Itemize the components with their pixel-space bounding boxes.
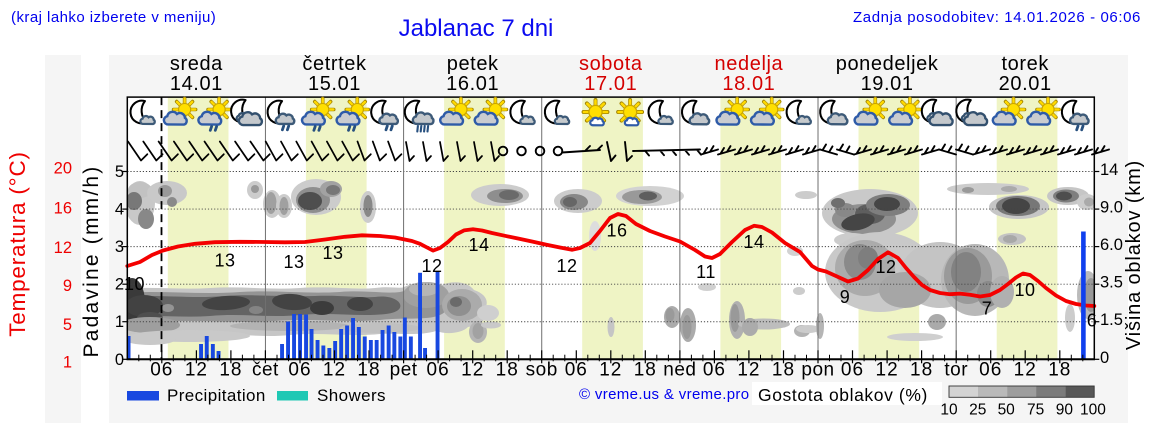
svg-text:sob: sob [526, 360, 558, 381]
svg-text:(kraj lahko izberete v meniju): (kraj lahko izberete v meniju) [11, 9, 216, 26]
svg-text:ponedeljek: ponedeljek [836, 53, 939, 75]
svg-text:06: 06 [979, 360, 1002, 381]
svg-text:16.01: 16.01 [446, 73, 499, 95]
svg-text:pon: pon [801, 360, 834, 381]
svg-text:9: 9 [63, 277, 72, 295]
svg-text:12: 12 [556, 256, 577, 276]
svg-text:15.01: 15.01 [308, 73, 361, 95]
svg-text:3.5: 3.5 [1100, 274, 1123, 292]
svg-text:12: 12 [876, 360, 899, 381]
svg-text:50: 50 [998, 402, 1016, 419]
svg-text:10: 10 [124, 274, 145, 294]
svg-text:četrtek: četrtek [302, 53, 367, 75]
svg-text:18: 18 [357, 360, 380, 381]
svg-text:20.01: 20.01 [999, 73, 1052, 95]
svg-text:nedelja: nedelja [715, 53, 784, 75]
svg-text:12: 12 [185, 360, 208, 381]
svg-text:2: 2 [115, 276, 124, 294]
svg-text:12: 12 [461, 360, 484, 381]
svg-text:16: 16 [606, 221, 627, 241]
svg-text:tor: tor [944, 360, 968, 381]
svg-text:Temperatura (°C): Temperatura (°C) [5, 151, 30, 337]
svg-text:Zadnja posodobitev: 14.01.2026: Zadnja posodobitev: 14.01.2026 - 06:06 [853, 9, 1141, 26]
svg-text:1: 1 [115, 313, 124, 331]
svg-text:25: 25 [969, 402, 986, 419]
svg-text:ned: ned [663, 360, 696, 381]
svg-text:06: 06 [288, 360, 311, 381]
svg-text:sreda: sreda [170, 53, 223, 75]
svg-text:Precipitation: Precipitation [167, 386, 266, 405]
svg-text:5: 5 [63, 316, 72, 334]
svg-text:7: 7 [982, 299, 993, 319]
svg-text:0: 0 [115, 351, 124, 369]
svg-text:Showers: Showers [317, 386, 386, 405]
svg-text:12: 12 [421, 256, 442, 276]
svg-text:6: 6 [1087, 311, 1098, 331]
svg-text:12: 12 [737, 360, 760, 381]
svg-text:4: 4 [115, 201, 124, 219]
svg-text:10: 10 [1014, 280, 1035, 300]
svg-text:1: 1 [63, 354, 72, 372]
svg-text:18: 18 [1048, 360, 1071, 381]
svg-text:© vreme.us & vreme.pro: © vreme.us & vreme.pro [579, 386, 749, 403]
svg-text:06: 06 [150, 360, 173, 381]
svg-text:18: 18 [634, 360, 657, 381]
svg-text:9: 9 [840, 287, 851, 307]
svg-text:10: 10 [940, 402, 958, 419]
svg-text:18: 18 [496, 360, 519, 381]
svg-text:16: 16 [54, 199, 72, 217]
svg-text:19.01: 19.01 [861, 73, 914, 95]
svg-text:18.01: 18.01 [722, 73, 775, 95]
svg-text:06: 06 [565, 360, 588, 381]
svg-text:18: 18 [772, 360, 795, 381]
svg-text:6.0: 6.0 [1100, 236, 1123, 254]
svg-text:75: 75 [1027, 402, 1044, 419]
svg-text:14: 14 [468, 235, 489, 255]
svg-text:100: 100 [1080, 402, 1106, 419]
svg-text:13: 13 [214, 251, 235, 271]
svg-text:14: 14 [743, 232, 764, 252]
svg-text:Višina oblakov (km): Višina oblakov (km) [1123, 160, 1145, 350]
svg-text:11: 11 [696, 262, 716, 282]
svg-text:9.0: 9.0 [1100, 199, 1123, 217]
svg-text:12: 12 [599, 360, 622, 381]
svg-text:0: 0 [1100, 349, 1109, 367]
svg-text:12: 12 [1014, 360, 1037, 381]
svg-text:12: 12 [875, 257, 896, 277]
svg-text:sobota: sobota [579, 53, 643, 75]
svg-text:18: 18 [219, 360, 242, 381]
svg-text:12: 12 [54, 239, 72, 257]
svg-text:12: 12 [323, 360, 346, 381]
svg-text:pet: pet [390, 360, 418, 381]
svg-text:14.01: 14.01 [170, 73, 223, 95]
svg-text:06: 06 [841, 360, 864, 381]
svg-text:5: 5 [115, 163, 124, 181]
svg-text:1.5: 1.5 [1100, 311, 1123, 329]
svg-text:Jablanac 7 dni: Jablanac 7 dni [399, 15, 554, 42]
svg-text:90: 90 [1056, 402, 1074, 419]
svg-text:Padavine (mm/h): Padavine (mm/h) [80, 165, 103, 358]
svg-text:Gostota oblakov (%): Gostota oblakov (%) [758, 385, 928, 405]
svg-text:torek: torek [1001, 53, 1049, 75]
svg-text:13: 13 [322, 243, 343, 263]
svg-text:14: 14 [1100, 161, 1118, 179]
svg-text:18: 18 [910, 360, 933, 381]
svg-text:20: 20 [54, 160, 72, 178]
svg-text:06: 06 [427, 360, 450, 381]
svg-text:06: 06 [703, 360, 726, 381]
svg-text:čet: čet [252, 360, 279, 381]
svg-text:17.01: 17.01 [584, 73, 637, 95]
svg-text:3: 3 [115, 238, 124, 256]
svg-text:petek: petek [447, 53, 499, 75]
svg-text:13: 13 [283, 252, 304, 272]
